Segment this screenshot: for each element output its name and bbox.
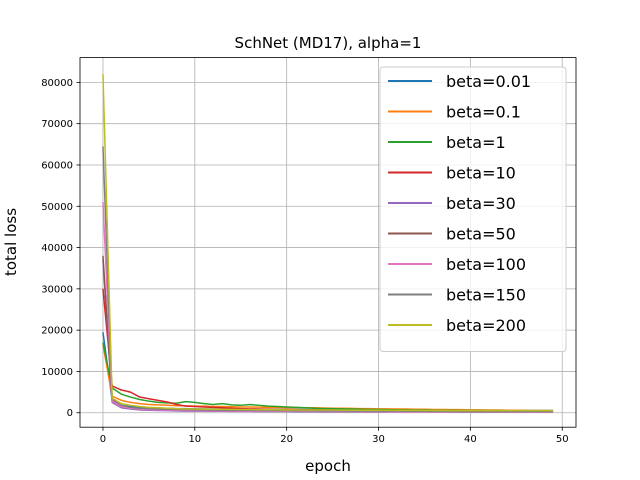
series-line [102, 74, 554, 412]
legend-label: beta=50 [446, 225, 516, 244]
legend-label: beta=30 [446, 194, 516, 213]
legend-label: beta=100 [446, 255, 526, 274]
x-axis-label: epoch [305, 457, 351, 475]
y-tick-label: 70000 [41, 119, 73, 130]
x-tick-label: 20 [280, 434, 293, 445]
x-tick-label: 50 [556, 434, 569, 445]
x-tick-label: 40 [464, 434, 477, 445]
y-tick-label: 80000 [41, 78, 73, 89]
x-tick-label: 10 [188, 434, 201, 445]
legend-label: beta=150 [446, 286, 526, 305]
legend: beta=0.01 beta=0.1 beta=1 beta=10 beta=30 bet… [379, 66, 567, 352]
y-tick-label: 40000 [41, 243, 73, 254]
y-axis-label: total loss [2, 208, 20, 276]
y-tick-label: 30000 [41, 284, 73, 295]
x-tick-label: 30 [372, 434, 385, 445]
y-tick-label: 50000 [41, 202, 73, 213]
legend-box [379, 66, 567, 352]
y-tick-label: 60000 [41, 160, 73, 171]
chart-title: SchNet (MD17), alpha=1 [235, 34, 422, 52]
legend-label: beta=1 [446, 133, 506, 152]
series-line [102, 146, 554, 413]
legend-label: beta=0.1 [446, 103, 521, 122]
series-lines [102, 74, 554, 413]
y-tick-label: 20000 [41, 326, 73, 337]
x-tick-label: 0 [100, 434, 106, 445]
legend-label: beta=200 [446, 316, 526, 335]
y-tick-label: 0 [67, 408, 73, 419]
legend-label: beta=10 [446, 164, 516, 183]
plot-frame [79, 57, 577, 428]
legend-label: beta=0.01 [446, 72, 531, 91]
y-tick-label: 10000 [41, 367, 73, 378]
axis-ticks: 0 10 20 30 40 50 0 10000 20000 30000 40000 50000 600… [41, 78, 568, 445]
